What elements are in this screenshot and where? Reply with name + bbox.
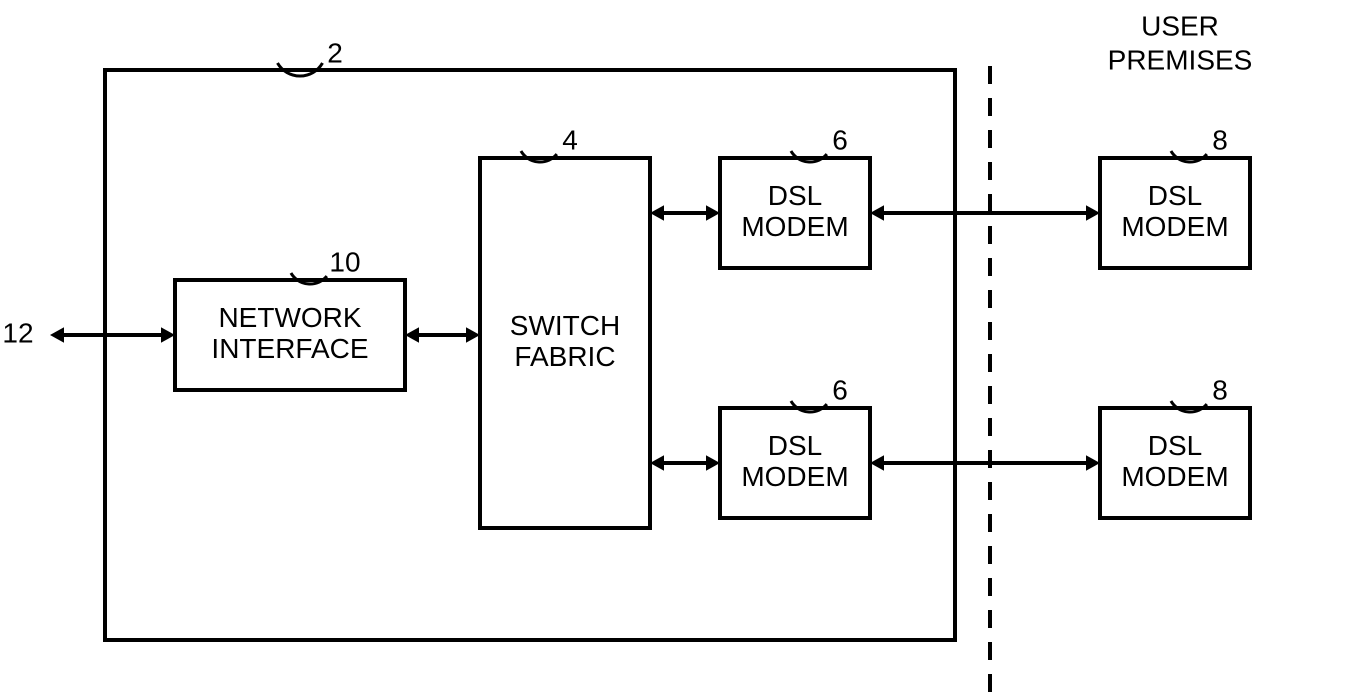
switch-fabric-ref-label: 4 (562, 124, 578, 155)
co2-to-cpe2-arrowhead-right (1086, 455, 1100, 470)
network-interface-ref-label: 10 (329, 246, 360, 277)
dsl-modem-cpe-bot: DSLMODEM (1100, 408, 1250, 518)
outer-box-ref-label: 2 (327, 37, 343, 68)
switch-fabric-label-1: SWITCH (510, 310, 620, 341)
network-interface: NETWORKINTERFACE (175, 280, 405, 390)
dsl-modem-co-top-ref-label: 6 (832, 124, 848, 155)
network-interface-label-1: NETWORK (218, 302, 361, 333)
dsl-modem-co-bot-ref-label: 6 (832, 374, 848, 405)
dsl-modem-cpe-bot-label-1: DSL (1148, 430, 1202, 461)
dsl-modem-cpe-bot-label-2: MODEM (1121, 461, 1228, 492)
header-line-1: USER (1141, 10, 1219, 41)
dsl-modem-cpe-top-ref-label: 8 (1212, 124, 1228, 155)
co1-to-cpe1-arrowhead-right (1086, 205, 1100, 220)
ext-to-ni-arrowhead-left (50, 327, 64, 342)
dsl-modem-co-bot: DSLMODEM (720, 408, 870, 518)
dsl-modem-co-top-label-2: MODEM (741, 211, 848, 242)
network-interface-label-2: INTERFACE (211, 333, 368, 364)
switch-fabric: SWITCHFABRIC (480, 158, 650, 528)
dsl-modem-co-top-label-1: DSL (768, 180, 822, 211)
dsl-modem-co-bot-label-2: MODEM (741, 461, 848, 492)
header-line-2: PREMISES (1108, 44, 1253, 75)
dsl-modem-cpe-top-label-2: MODEM (1121, 211, 1228, 242)
dsl-modem-cpe-bot-ref-label: 8 (1212, 374, 1228, 405)
switch-fabric-label-2: FABRIC (514, 341, 615, 372)
dsl-modem-co-bot-label-1: DSL (768, 430, 822, 461)
dsl-modem-cpe-top: DSLMODEM (1100, 158, 1250, 268)
dsl-modem-co-top: DSLMODEM (720, 158, 870, 268)
external-ref-label: 12 (2, 317, 33, 348)
dsl-modem-cpe-top-label-1: DSL (1148, 180, 1202, 211)
